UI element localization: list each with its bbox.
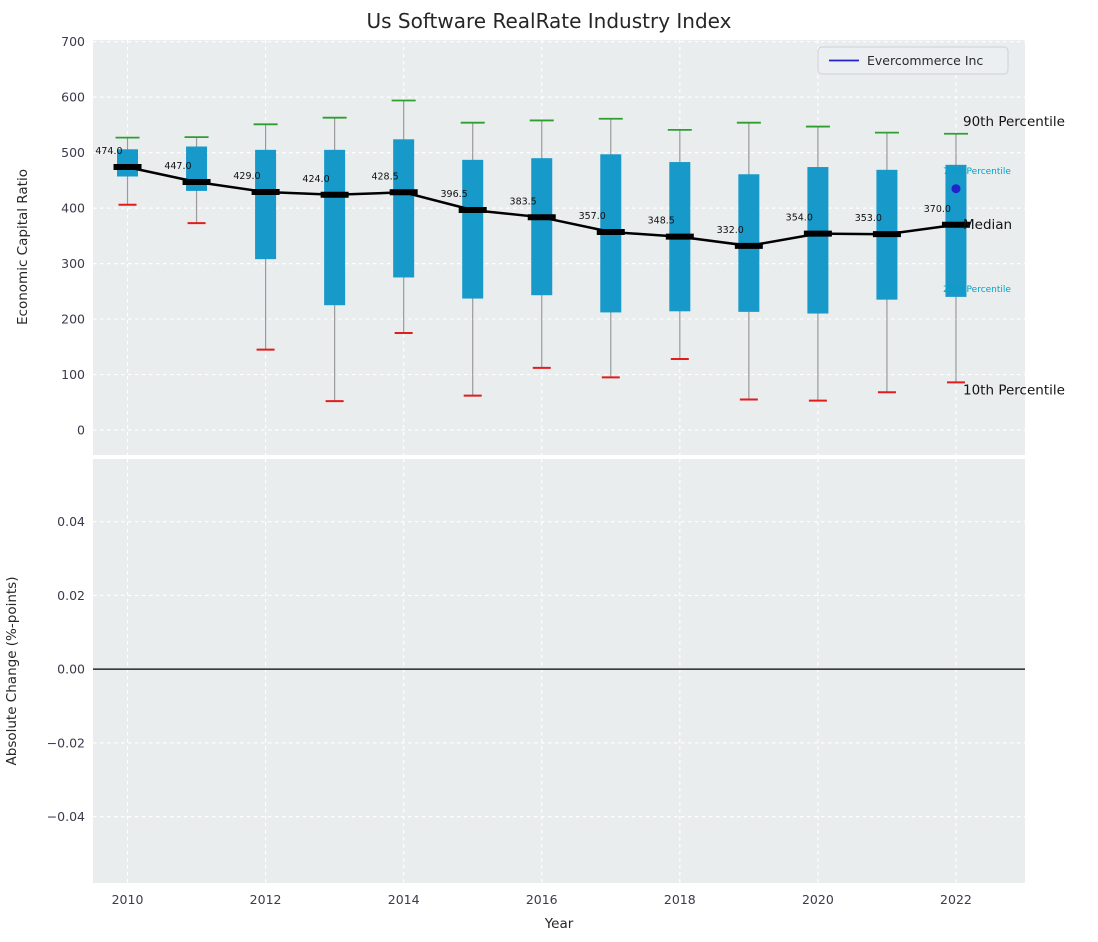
annotation-75th-percentile: 75th Percentile — [943, 167, 1011, 177]
iqr-bar — [531, 158, 553, 296]
median-value-label: 357.0 — [579, 211, 606, 222]
iqr-bar — [945, 164, 967, 297]
x-tick-label: 2016 — [526, 892, 558, 907]
x-tick-label: 2020 — [802, 892, 834, 907]
x-tick-label: 2018 — [664, 892, 696, 907]
y-axis-label-bottom: Absolute Change (%-points) — [4, 577, 20, 766]
y-tick-label-bottom: 0.04 — [57, 514, 85, 529]
median-value-label: 424.0 — [302, 174, 329, 185]
median-value-label: 332.0 — [717, 225, 744, 236]
plot-background-top — [93, 40, 1025, 455]
chart-title: Us Software RealRate Industry Index — [367, 9, 732, 33]
iqr-bar — [324, 149, 346, 306]
y-tick-label-top: 0 — [77, 423, 85, 438]
annotation-median: Median — [963, 217, 1012, 233]
x-tick-label: 2012 — [250, 892, 282, 907]
legend-label: Evercommerce Inc — [867, 53, 983, 68]
tick-layer: 0 100 200 300 400 500 600 700 −0.04 −0.02 0.00 0.02… — [47, 34, 972, 907]
x-tick-label: 2014 — [388, 892, 420, 907]
median-value-label: 353.0 — [855, 213, 882, 224]
median-value-label: 370.0 — [924, 204, 951, 215]
y-tick-label-top: 700 — [61, 34, 85, 49]
plot-background-bottom — [93, 459, 1025, 883]
x-axis-label: Year — [544, 916, 574, 932]
median-value-label: 348.5 — [648, 216, 675, 227]
annotation-25th-percentile: 25th Percentile — [943, 285, 1011, 295]
y-tick-label-top: 600 — [61, 90, 85, 105]
iqr-bar — [393, 139, 415, 278]
iqr-bar — [807, 167, 829, 314]
y-tick-label-top: 100 — [61, 367, 85, 382]
company-point — [951, 184, 961, 194]
median-value-label: 429.0 — [233, 171, 260, 182]
y-axis-label-top: Economic Capital Ratio — [15, 169, 31, 325]
x-tick-label: 2010 — [112, 892, 144, 907]
y-tick-label-top: 500 — [61, 145, 85, 160]
legend: Evercommerce Inc — [817, 46, 1009, 75]
y-tick-label-bottom: −0.02 — [47, 735, 85, 750]
y-tick-label-top: 300 — [61, 256, 85, 271]
annotation-10th-percentile: 10th Percentile — [963, 382, 1065, 398]
x-tick-label: 2022 — [940, 892, 972, 907]
annotation-90th-percentile: 90th Percentile — [963, 114, 1065, 130]
median-value-label: 447.0 — [164, 161, 191, 172]
y-tick-label-bottom: 0.00 — [57, 662, 85, 677]
median-value-label: 383.5 — [510, 196, 537, 207]
legend-box — [817, 46, 1009, 75]
median-value-label: 428.5 — [371, 171, 398, 182]
median-value-label: 396.5 — [441, 189, 468, 200]
median-value-label: 354.0 — [786, 213, 813, 224]
y-tick-label-bottom: 0.02 — [57, 588, 85, 603]
iqr-bar — [462, 159, 484, 299]
y-tick-label-top: 200 — [61, 312, 85, 327]
iqr-bar — [255, 149, 277, 260]
y-tick-label-bottom: −0.04 — [47, 809, 85, 824]
y-tick-label-top: 400 — [61, 201, 85, 216]
median-value-label: 474.0 — [95, 146, 122, 157]
marks-layer: 474.0 447.0 429.0 424.0 428.5 396.5 383.5 357.0… — [93, 99, 1025, 670]
grid-layer — [93, 40, 1025, 883]
